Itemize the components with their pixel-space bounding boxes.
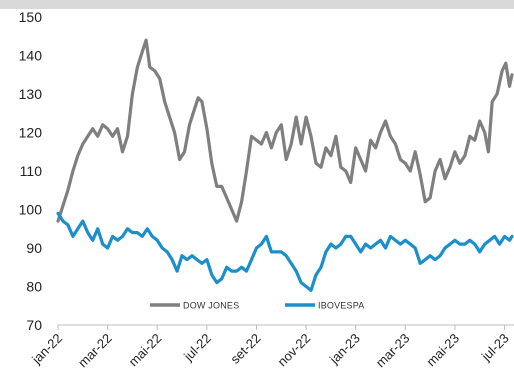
y-tick-label: 110	[20, 163, 43, 179]
x-tick-label: mai-23	[423, 331, 462, 370]
y-tick-label: 140	[19, 48, 43, 64]
y-tick-label: 130	[19, 86, 43, 102]
y-tick-label: 90	[26, 240, 42, 256]
y-tick-label: 70	[26, 317, 42, 333]
legend-label-ibovespa: IBOVESPA	[318, 301, 364, 311]
x-tick-label: mar-23	[373, 331, 413, 371]
x-tick-label: mar-22	[75, 331, 115, 371]
series-line-ibovespa	[56, 211, 514, 292]
x-tick-label: jul-22	[180, 331, 214, 365]
y-axis-ticks: 70 80 90 100 110 120 130 140 150	[19, 9, 43, 333]
legend: DOW JONES IBOVESPA	[150, 301, 364, 311]
legend-label-dow-jones: DOW JONES	[183, 301, 239, 311]
x-axis-ticks: jan-22 mar-22 mai-22 jul-22 set-22 nov-22 jan-…	[28, 325, 512, 371]
series-line-dow-jones	[56, 38, 514, 223]
x-tick-label: nov-22	[274, 331, 313, 370]
x-tick-label: set-22	[227, 331, 263, 367]
x-tick-label: jan-23	[326, 331, 363, 368]
x-tick-label: jan-22	[28, 331, 65, 368]
top-band	[0, 0, 514, 9]
y-tick-label: 80	[26, 279, 42, 295]
y-tick-label: 150	[19, 9, 43, 25]
series-layer	[56, 38, 514, 292]
x-tick-label: jul-23	[478, 331, 512, 365]
y-tick-label: 120	[19, 125, 43, 141]
x-tick-label: mai-22	[126, 331, 165, 370]
y-tick-label: 100	[19, 202, 43, 218]
